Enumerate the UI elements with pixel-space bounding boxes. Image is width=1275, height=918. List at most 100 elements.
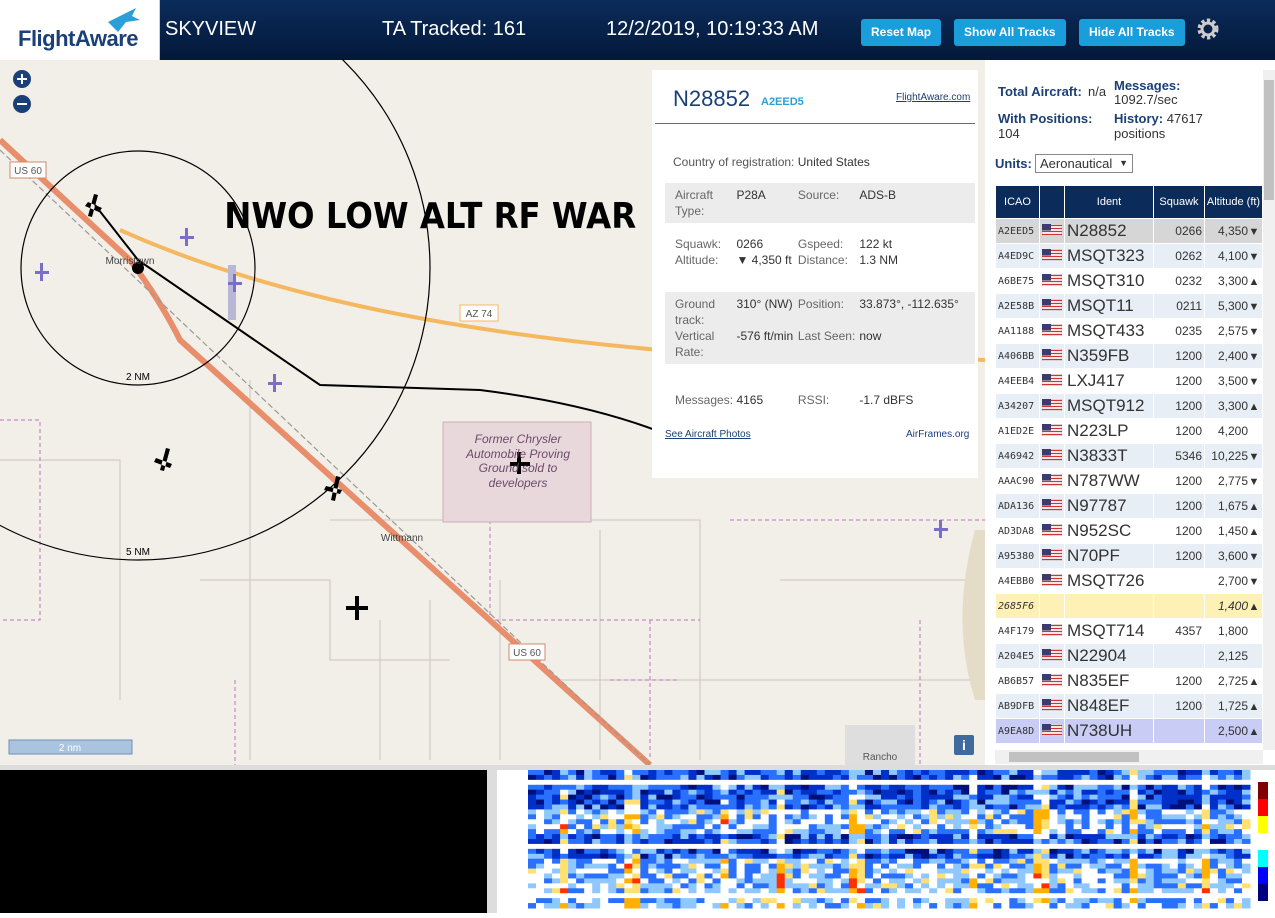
table-row[interactable]: ADA136 N97787 1200 1,675▲ [995,493,1263,519]
table-row[interactable]: A406BB N359FB 1200 2,400▼ [995,343,1263,369]
waterfall-cell [1209,839,1219,845]
waterfall-cell [616,814,625,820]
table-row[interactable]: AAAC90 N787WW 1200 2,775▼ [995,468,1263,494]
waterfall-cell [544,829,553,835]
waterfall-cell [568,774,577,781]
waterfall-cell [1217,898,1227,904]
waterfall-cell [688,824,697,830]
waterfall-cell [656,878,665,884]
table-row[interactable]: AB6B57 N835EF 1200 2,725▲ [995,668,1263,694]
waterfall-cell [824,789,834,796]
table-row[interactable]: A1ED2E N223LP 1200 4,200 [995,418,1263,444]
waterfall-cell [1057,839,1066,845]
table-row[interactable]: AB9DFB N848EF 1200 1,725▲ [995,693,1263,719]
scrollbar[interactable] [1263,70,1275,750]
table-row[interactable]: A95380 N70PF 1200 3,600▼ [995,543,1263,569]
waterfall-cell [768,824,778,830]
waterfall-cell [736,883,746,889]
waterfall-cell [1097,794,1107,801]
column-header[interactable]: Altitude (ft) [1204,185,1263,219]
table-row[interactable]: A46942 N3833T 5346 10,225▼ [995,443,1263,469]
waterfall-cell [1089,804,1099,810]
waterfall-cell [897,829,906,835]
table-row[interactable]: AA1188 MSQT433 0235 2,575▼ [995,318,1263,344]
hide-tracks[interactable]: Hide All Tracks [1079,19,1185,46]
waterfall-cell [889,789,898,796]
reset-map[interactable]: Reset Map [861,19,942,46]
zoom-controls[interactable] [13,70,31,113]
show-tracks[interactable]: Show All Tracks [954,19,1066,46]
waterfall-cell [1217,873,1227,879]
waterfall-cell [1145,834,1155,840]
waterfall-cell [872,848,882,855]
waterfall-cell [712,883,722,889]
waterfall-cell [1081,809,1091,815]
ident-text: N22904 [1067,646,1127,665]
table-row[interactable]: A4F179 MSQT714 4357 1,800 [995,618,1263,644]
squawk-text: 0232 [1175,274,1202,288]
h-scrollbar[interactable] [995,750,1263,764]
waterfall-cell [1017,878,1026,884]
info-block: Aircraft Type: P28A Source: ADS-B [665,183,975,223]
waterfall-cell [728,888,738,894]
waterfall-cell [1009,903,1018,909]
waterfall-cell [632,868,641,874]
settings[interactable] [1196,17,1220,41]
waterfall-cell [528,848,537,855]
waterfall-cell [760,809,770,815]
table-row[interactable]: A4ED9C MSQT323 0262 4,100▼ [995,243,1263,269]
waterfall-cell [832,804,842,810]
airframes-link[interactable]: AirFrames.org [906,429,970,440]
waterfall-cell [1137,839,1147,845]
column-header[interactable]: ICAO [995,185,1040,219]
table-row[interactable]: A2E58B MSQT11 0211 5,300▼ [995,293,1263,319]
waterfall-cell [913,893,922,899]
waterfall-cell [536,863,545,870]
waterfall-cell [1009,809,1018,815]
waterfall-cell [784,848,794,855]
column-header[interactable]: Squawk [1153,185,1205,219]
waterfall-cell [1097,824,1107,830]
waterfall-cell [744,868,754,874]
logo[interactable]: FlightAware [0,0,160,60]
waterfall-cell [584,898,593,904]
table-row[interactable]: A34207 MSQT912 1200 3,300▲ [995,393,1263,419]
waterfall-cell [1161,883,1171,889]
table-row[interactable]: A9EA8D N738UH 2,500▲ [995,718,1263,744]
waterfall-cell [1161,794,1171,801]
column-header[interactable]: Ident [1064,185,1154,219]
waterfall-cell [1041,829,1050,835]
waterfall-cell [768,789,778,796]
table-row[interactable]: 2685F6 1,400▲ [995,593,1263,619]
waterfall-cell [1089,848,1099,855]
waterfall-cell [624,843,633,850]
table-row[interactable]: A204E5 N22904 2,125 [995,643,1263,669]
waterfall-cell [1041,873,1050,879]
altitude-text: 5,300 [1217,299,1248,313]
waterfall-cell [1233,853,1243,860]
info-button[interactable] [954,735,974,755]
waterfall-cell [1105,898,1115,904]
table-row[interactable]: AD3DA8 N952SC 1200 1,450▲ [995,518,1263,544]
waterfall-cell [1049,843,1058,850]
waterfall-cell [1225,853,1235,860]
squawk: 1200 [1153,493,1205,519]
waterfall-cell [937,843,946,850]
waterfall-cell [1193,883,1203,889]
table-row[interactable]: A6BE75 MSQT310 0232 3,300▲ [995,268,1263,294]
waterfall-cell [568,799,577,805]
flightaware-link[interactable]: FlightAware.com [896,92,971,103]
table-row[interactable]: A4EBB0 MSQT726 2,700▼ [995,568,1263,594]
waterfall-cell [576,903,585,909]
waterfall-cell [993,883,1002,889]
waterfall-cell [993,794,1002,801]
waterfall-cell [1041,814,1050,820]
waterfall-cell [905,789,914,796]
waterfall-cell [560,878,569,884]
photos-link[interactable]: See Aircraft Photos [665,429,751,440]
table-row[interactable]: A4EEB4 LXJ417 1200 3,500▼ [995,368,1263,394]
waterfall-cell [544,809,553,815]
waterfall-cell [1129,809,1139,815]
units-select[interactable]: Aeronautical ▼ [1035,154,1133,173]
table-row[interactable]: A2EED5 N28852 0266 4,350▼ [995,218,1263,244]
